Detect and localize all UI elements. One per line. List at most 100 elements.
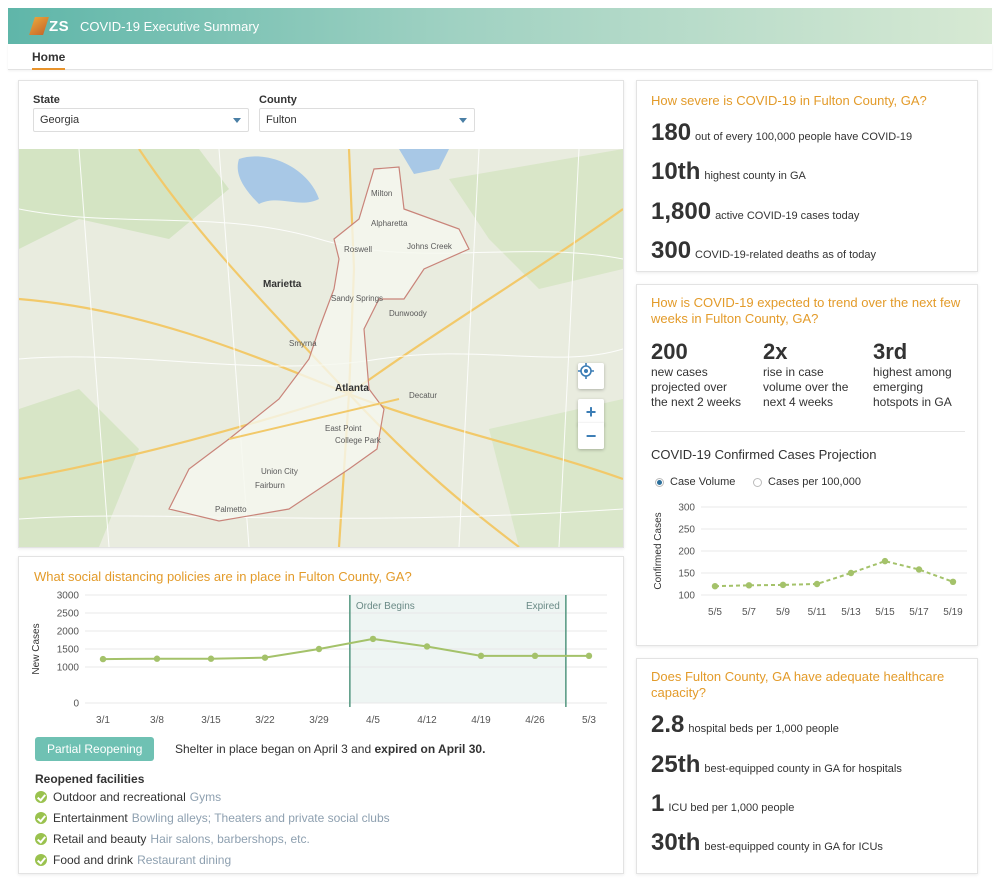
stat-text: COVID-19-related deaths as of today <box>695 249 877 261</box>
facility-item: Retail and beauty Hair salons, barbersho… <box>35 832 310 846</box>
y-tick-label: 1500 <box>57 645 80 656</box>
data-point <box>949 578 957 585</box>
map-label-palmetto: Palmetto <box>215 505 247 514</box>
x-tick-label: 3/8 <box>150 715 164 726</box>
x-tick-label: 5/15 <box>875 607 895 618</box>
data-point <box>423 643 431 650</box>
facility-detail: Bowling alleys; Theaters and private soc… <box>131 811 390 825</box>
county-map[interactable]: Milton Alpharetta Roswell Johns Creek Ma… <box>19 149 623 547</box>
severity-title: How severe is COVID-19 in Fulton County,… <box>651 93 927 108</box>
data-point <box>153 655 161 662</box>
radio-label: Case Volume <box>670 476 736 488</box>
map-panel: State Georgia County Fulton <box>18 80 624 548</box>
stat-value: 2.8 <box>651 711 685 738</box>
policies-panel: What social distancing policies are in p… <box>18 556 624 874</box>
map-label-college-park: College Park <box>335 436 381 445</box>
data-point <box>315 645 323 653</box>
data-point <box>99 655 107 663</box>
data-point <box>531 652 539 660</box>
stat-value: 1,800 <box>651 198 712 225</box>
map-label-atlanta: Atlanta <box>335 383 369 394</box>
radio-cases-per-100k[interactable]: Cases per 100,000 <box>753 476 861 488</box>
data-point <box>847 569 855 577</box>
trend-line: the next 2 weeks <box>651 395 742 409</box>
radio-unselected-icon <box>753 477 762 487</box>
capacity-stat: 25th best-equipped county in GA for hosp… <box>651 751 902 779</box>
x-tick-label: 5/7 <box>742 607 756 618</box>
state-label: State <box>33 94 60 106</box>
chevron-down-icon <box>459 118 467 123</box>
logo-mark-icon <box>29 17 49 35</box>
capacity-title: Does Fulton County, GA have adequate hea… <box>651 669 945 700</box>
y-tick-label: 3000 <box>57 591 80 602</box>
trend-line: next 4 weeks <box>763 395 834 409</box>
trend-line: volume over the <box>763 380 849 394</box>
app-title: COVID-19 Executive Summary <box>80 18 260 34</box>
facilities-title: Reopened facilities <box>35 772 145 786</box>
x-tick-label: 4/26 <box>525 715 545 726</box>
map-label-alpharetta: Alpharetta <box>371 219 408 228</box>
y-axis-label: Confirmed Cases <box>653 512 664 589</box>
x-tick-label: 3/29 <box>309 715 329 726</box>
map-label-fairburn: Fairburn <box>255 481 285 490</box>
x-tick-label: 3/1 <box>96 715 110 726</box>
stat-value: 25th <box>651 751 701 778</box>
facility-item: Food and drink Restaurant dining <box>35 853 231 867</box>
app-header: ZS COVID-19 Executive Summary <box>8 8 992 44</box>
tab-home[interactable]: Home <box>32 50 66 70</box>
data-point <box>477 652 485 660</box>
trend-line: rise in case <box>763 365 824 379</box>
y-tick-label: 100 <box>678 591 695 602</box>
y-tick-label: 2500 <box>57 609 80 620</box>
map-label-smyrna: Smyrna <box>289 339 317 348</box>
severity-panel: How severe is COVID-19 in Fulton County,… <box>636 80 978 272</box>
stat-value: 180 <box>651 119 692 146</box>
x-tick-label: 5/19 <box>943 607 963 618</box>
data-point <box>813 580 821 588</box>
projection-title: COVID-19 Confirmed Cases Projection <box>651 447 877 462</box>
y-tick-label: 1000 <box>57 663 80 674</box>
trend-line: hotspots in GA <box>873 395 952 409</box>
radio-label: Cases per 100,000 <box>768 476 861 488</box>
trend-value: 2x <box>763 339 788 364</box>
new-cases-chart: 0 1000 1500 2000 2500 3000 New Cases 3/1 3/8 3/15… <box>31 591 607 726</box>
projection-chart: 100 150 200 250 300 Confirmed Cases 5/5 5/7 5/9 5… <box>653 503 967 618</box>
data-point <box>369 635 377 643</box>
shelter-desc-bold: expired on April 30. <box>374 742 486 756</box>
stat-text: ICU bed per 1,000 people <box>668 802 795 814</box>
trend-text: highest among emerging hotspots in GA <box>873 365 952 410</box>
facility-name: Food and drink <box>53 853 134 867</box>
x-tick-label: 5/5 <box>708 607 722 618</box>
zoom-in-button[interactable]: + <box>578 399 604 425</box>
y-tick-label: 300 <box>678 503 695 514</box>
x-tick-label: 5/13 <box>841 607 861 618</box>
trend-line: highest among <box>873 365 952 379</box>
stat-text: best-equipped county in GA for ICUs <box>704 841 883 853</box>
chevron-down-icon <box>233 118 241 123</box>
trend-value: 200 <box>651 339 688 364</box>
zoom-out-button[interactable]: − <box>578 423 604 449</box>
county-value: Fulton <box>266 114 297 126</box>
map-label-johns-creek: Johns Creek <box>407 242 452 251</box>
locate-button[interactable] <box>578 363 604 389</box>
y-tick-label: 250 <box>678 525 695 536</box>
facility-name: Retail and beauty <box>53 832 147 846</box>
data-point <box>711 583 719 590</box>
nav-bar: Home <box>8 44 992 70</box>
county-label: County <box>259 94 297 106</box>
map-canvas <box>19 149 623 547</box>
y-tick-label: 2000 <box>57 627 80 638</box>
x-tick-label: 4/5 <box>366 715 380 726</box>
stat-text: hospital beds per 1,000 people <box>688 723 839 735</box>
x-tick-label: 5/9 <box>776 607 790 618</box>
locate-icon <box>578 363 594 379</box>
check-icon <box>35 791 47 803</box>
state-select[interactable]: Georgia <box>33 108 249 132</box>
map-label-dunwoody: Dunwoody <box>389 309 427 318</box>
y-tick-label: 150 <box>678 569 695 580</box>
facility-name: Outdoor and recreational <box>53 790 186 804</box>
radio-case-volume[interactable]: Case Volume <box>655 476 735 488</box>
county-select[interactable]: Fulton <box>259 108 475 132</box>
stat-text: highest county in GA <box>704 170 806 182</box>
stat-text: out of every 100,000 people have COVID-1… <box>695 131 913 143</box>
